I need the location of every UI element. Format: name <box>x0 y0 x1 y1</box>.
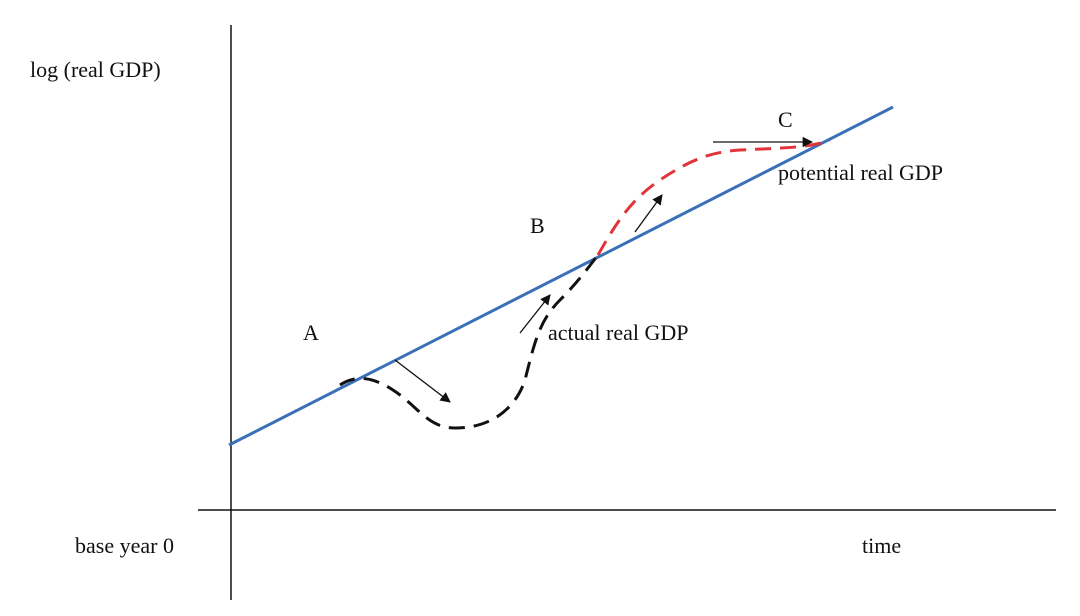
curve-label: actual real GDP <box>548 320 689 345</box>
recovery-curve <box>596 138 831 256</box>
arrow <box>634 194 663 233</box>
potential-line <box>228 105 894 447</box>
origin-label: base year 0 <box>75 533 174 558</box>
y-axis-label: log (real GDP) <box>30 57 161 82</box>
curve-label: potential real GDP <box>778 160 943 185</box>
point-label: B <box>530 213 545 238</box>
arrow <box>519 294 551 334</box>
actual-curve <box>339 254 600 430</box>
point-label: C <box>778 107 793 132</box>
point-label: A <box>303 320 319 345</box>
arrow <box>394 359 451 403</box>
x-axis-label: time <box>862 533 901 558</box>
